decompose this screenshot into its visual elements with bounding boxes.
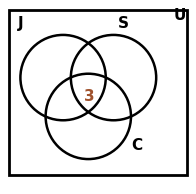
Text: S: S <box>118 16 129 31</box>
Text: U: U <box>173 8 186 23</box>
Text: C: C <box>131 138 142 153</box>
Text: 3: 3 <box>84 88 95 104</box>
Text: J: J <box>18 16 23 31</box>
Bar <box>9 10 187 175</box>
